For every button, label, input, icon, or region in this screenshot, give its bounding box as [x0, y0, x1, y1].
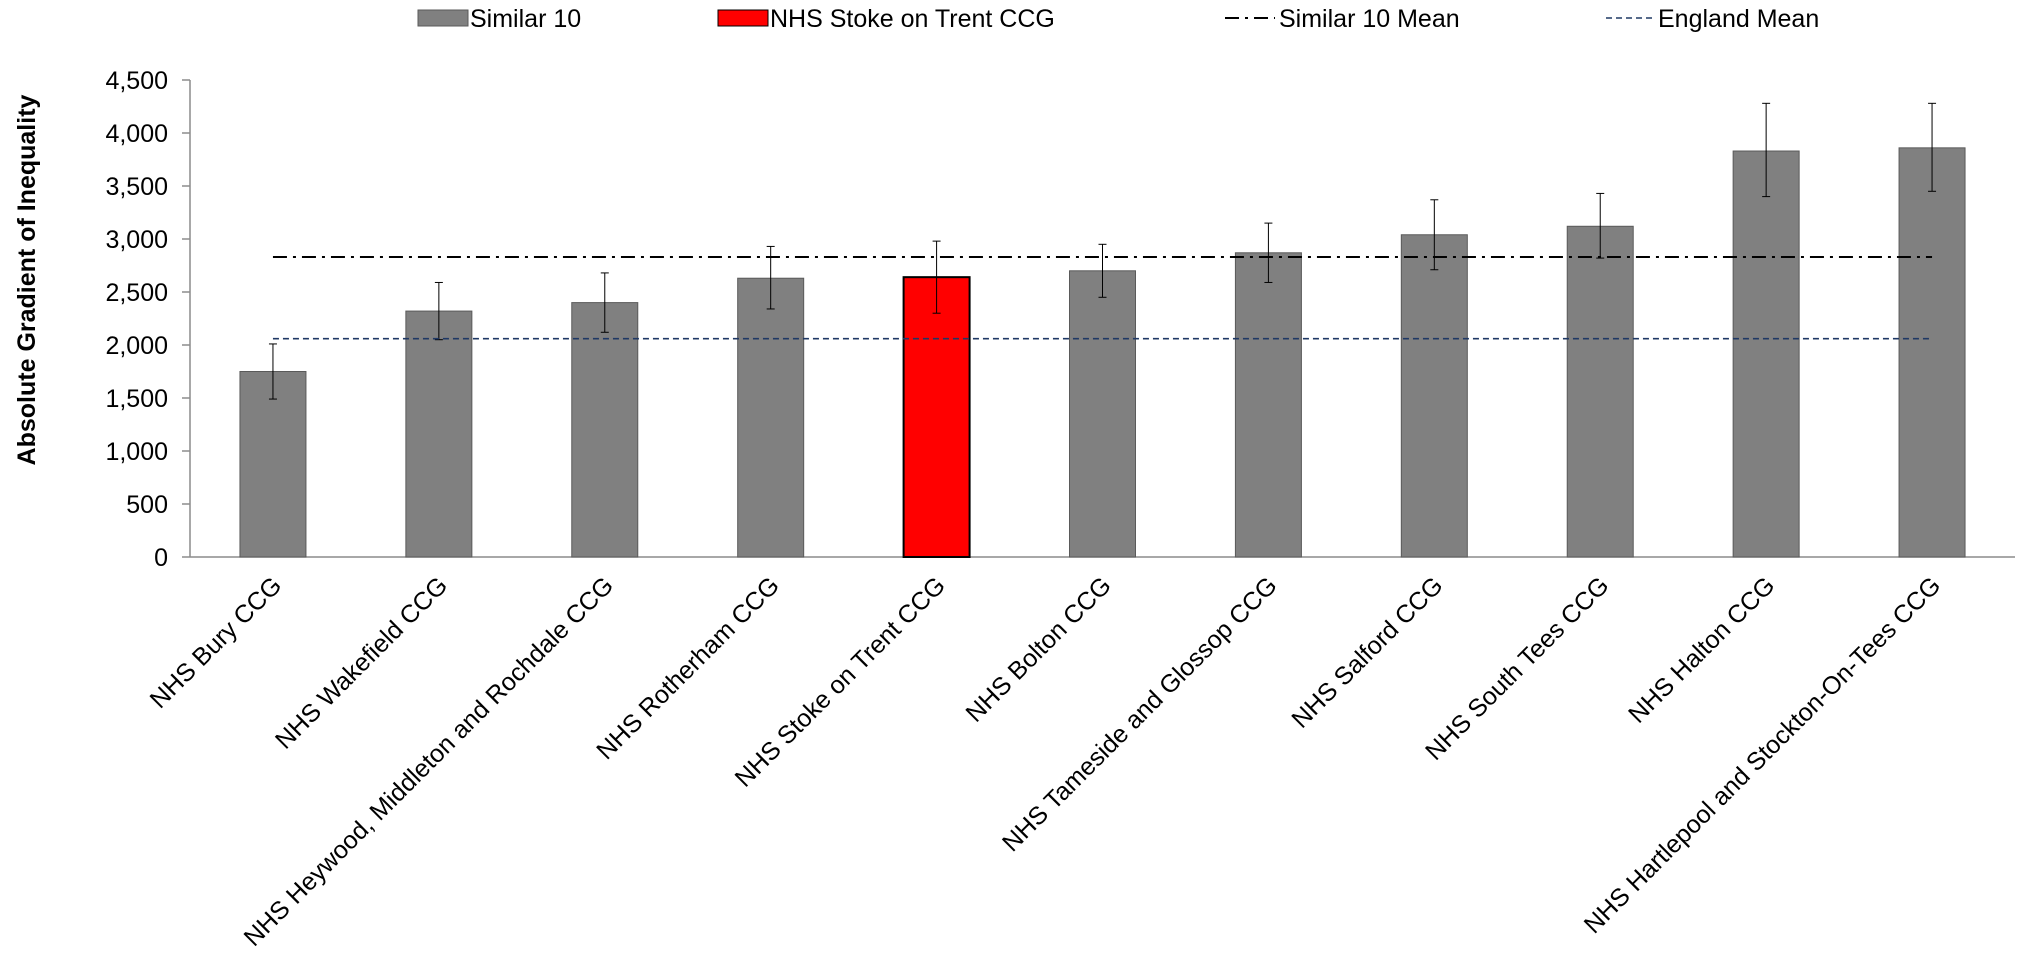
- x-category-label: NHS Bolton CCG: [960, 571, 1116, 727]
- legend-swatch: [417, 9, 469, 27]
- bar: [1566, 225, 1634, 558]
- x-category-label: NHS Hartlepool and Stockton-On-Tees CCG: [1579, 571, 1947, 939]
- x-category-label: NHS Heywood, Middleton and Rochdale CCG: [239, 571, 619, 951]
- y-tick-label: 1,500: [105, 385, 168, 413]
- y-tick-label: 0: [154, 544, 168, 572]
- legend-label: Similar 10 Mean: [1279, 5, 1460, 33]
- mean-lines: [272, 256, 1933, 340]
- y-tick-label: 500: [126, 491, 168, 519]
- bar: [405, 310, 473, 558]
- y-tick-label: 1,000: [105, 438, 168, 466]
- bar: [239, 371, 307, 558]
- x-category-label: NHS Wakefield CCG: [270, 571, 453, 754]
- y-axis-ticks: 0 500 1,000 1,500 2,000 2,500 3,000 3,500 4,000 4…: [105, 67, 190, 572]
- bar: [737, 277, 805, 558]
- legend-swatch: [717, 9, 769, 27]
- error-bars: [268, 102, 1937, 400]
- bar: [1400, 234, 1468, 558]
- y-tick-label: 3,500: [105, 173, 168, 201]
- y-tick-label: 2,500: [105, 279, 168, 307]
- y-tick-label: 3,000: [105, 226, 168, 254]
- x-category-label: NHS Tameside and Glossop CCG: [997, 571, 1283, 857]
- bar-highlight: [902, 276, 971, 558]
- bars: [239, 147, 1966, 558]
- x-category-label: NHS Halton CCG: [1623, 571, 1780, 728]
- legend-label: England Mean: [1658, 5, 1819, 33]
- legend-label: NHS Stoke on Trent CCG: [770, 5, 1055, 33]
- y-axis-title: Absolute Gradient of Inequality: [13, 94, 41, 465]
- bar: [1732, 150, 1800, 558]
- bar: [571, 302, 639, 558]
- legend-label: Similar 10: [470, 5, 581, 33]
- legend: Similar 10 NHS Stoke on Trent CCG Similar …: [417, 5, 1819, 33]
- y-tick-label: 4,000: [105, 120, 168, 148]
- x-category-label: NHS Salford CCG: [1286, 571, 1448, 733]
- x-category-label: NHS Bury CCG: [145, 571, 288, 714]
- x-category-label: NHS South Tees CCG: [1420, 571, 1614, 765]
- y-tick-label: 2,000: [105, 332, 168, 360]
- bar: [1234, 252, 1302, 558]
- y-tick-label: 4,500: [105, 67, 168, 95]
- bar: [1069, 270, 1136, 558]
- bar: [1898, 147, 1966, 558]
- x-category-label: NHS Rotherham CCG: [591, 571, 785, 765]
